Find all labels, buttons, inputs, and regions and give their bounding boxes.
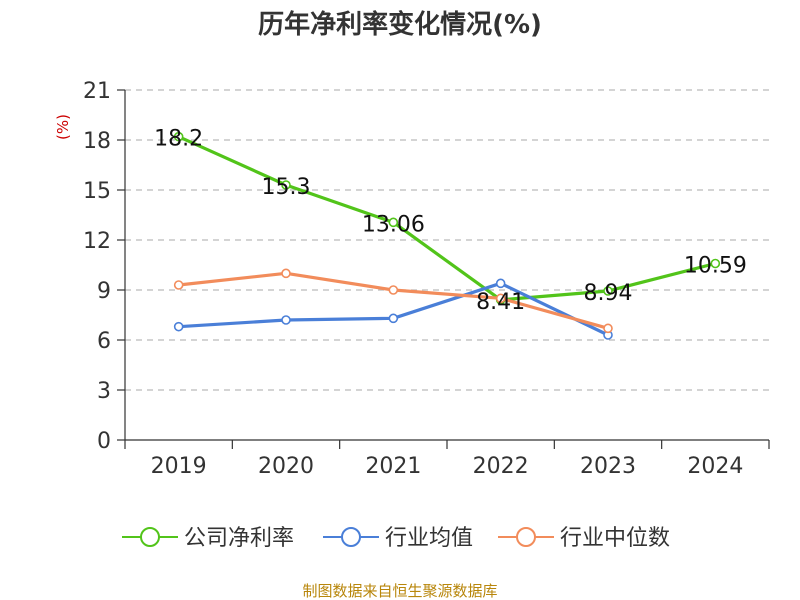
legend-marker xyxy=(516,527,536,547)
data-point xyxy=(388,285,399,295)
legend-marker xyxy=(140,527,160,547)
axes: 0 3 6 9 12 15 18 21 2019 2020 2021 2022 2023 2024 xyxy=(83,79,770,479)
y-tick-label: 3 xyxy=(97,379,111,404)
y-axis-unit: (%) xyxy=(54,114,72,140)
data-source-note: 制图数据来自恒生聚源数据库 xyxy=(302,582,497,600)
legend-label: 行业中位数 xyxy=(560,526,670,551)
data-point xyxy=(281,315,291,325)
data-label: 18.2 xyxy=(154,127,203,152)
legend-item-0[interactable]: 公司净利率 xyxy=(122,526,294,551)
y-tick-label: 12 xyxy=(83,229,111,254)
data-label: 15.3 xyxy=(262,175,311,200)
data-point xyxy=(173,321,184,332)
data-point xyxy=(281,180,291,190)
data-point xyxy=(495,278,506,289)
data-labels: 18.2 15.3 13.06 8.41 8.94 10.59 xyxy=(154,127,747,315)
legend-item-2[interactable]: 行业中位数 xyxy=(498,526,670,551)
x-tick-label: 2022 xyxy=(473,454,529,479)
data-label: 10.59 xyxy=(684,254,747,279)
x-tick-label: 2019 xyxy=(151,454,207,479)
data-point xyxy=(173,131,184,142)
data-point xyxy=(603,286,613,296)
y-tick-label: 0 xyxy=(97,429,111,454)
y-tick-label: 21 xyxy=(83,79,111,104)
legend-label: 公司净利率 xyxy=(184,526,294,551)
y-tick-label: 9 xyxy=(97,279,111,304)
data-label: 8.41 xyxy=(476,290,525,315)
data-label: 13.06 xyxy=(362,212,425,237)
chart-title: 历年净利率变化情况(%) xyxy=(258,9,542,40)
x-tick-label: 2024 xyxy=(687,454,743,479)
x-tick-label: 2020 xyxy=(258,454,314,479)
x-tick-label: 2023 xyxy=(580,454,636,479)
y-tick-label: 18 xyxy=(83,129,111,154)
data-point xyxy=(173,280,184,290)
data-label: 8.94 xyxy=(584,281,633,306)
legend-label: 行业均值 xyxy=(385,526,473,551)
y-tick-label: 6 xyxy=(97,329,111,354)
data-point xyxy=(495,293,506,304)
data-point xyxy=(710,258,721,269)
x-tick-label: 2021 xyxy=(365,454,421,479)
data-point xyxy=(603,323,613,334)
data-point xyxy=(388,313,399,324)
legend[interactable]: 公司净利率 行业均值 行业中位数 xyxy=(122,526,670,551)
series-lines xyxy=(173,131,721,340)
data-point xyxy=(281,268,291,279)
series-line-0 xyxy=(178,135,716,302)
grid-lines xyxy=(125,89,769,391)
data-point xyxy=(388,217,399,228)
legend-marker xyxy=(341,527,361,547)
legend-item-1[interactable]: 行业均值 xyxy=(323,526,473,551)
y-tick-label: 15 xyxy=(83,179,111,204)
